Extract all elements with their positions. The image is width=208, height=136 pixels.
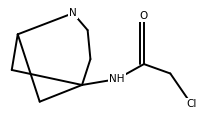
Text: Cl: Cl xyxy=(186,99,197,109)
Text: NH: NH xyxy=(109,74,125,84)
Text: O: O xyxy=(140,11,148,21)
Text: N: N xyxy=(69,8,77,18)
